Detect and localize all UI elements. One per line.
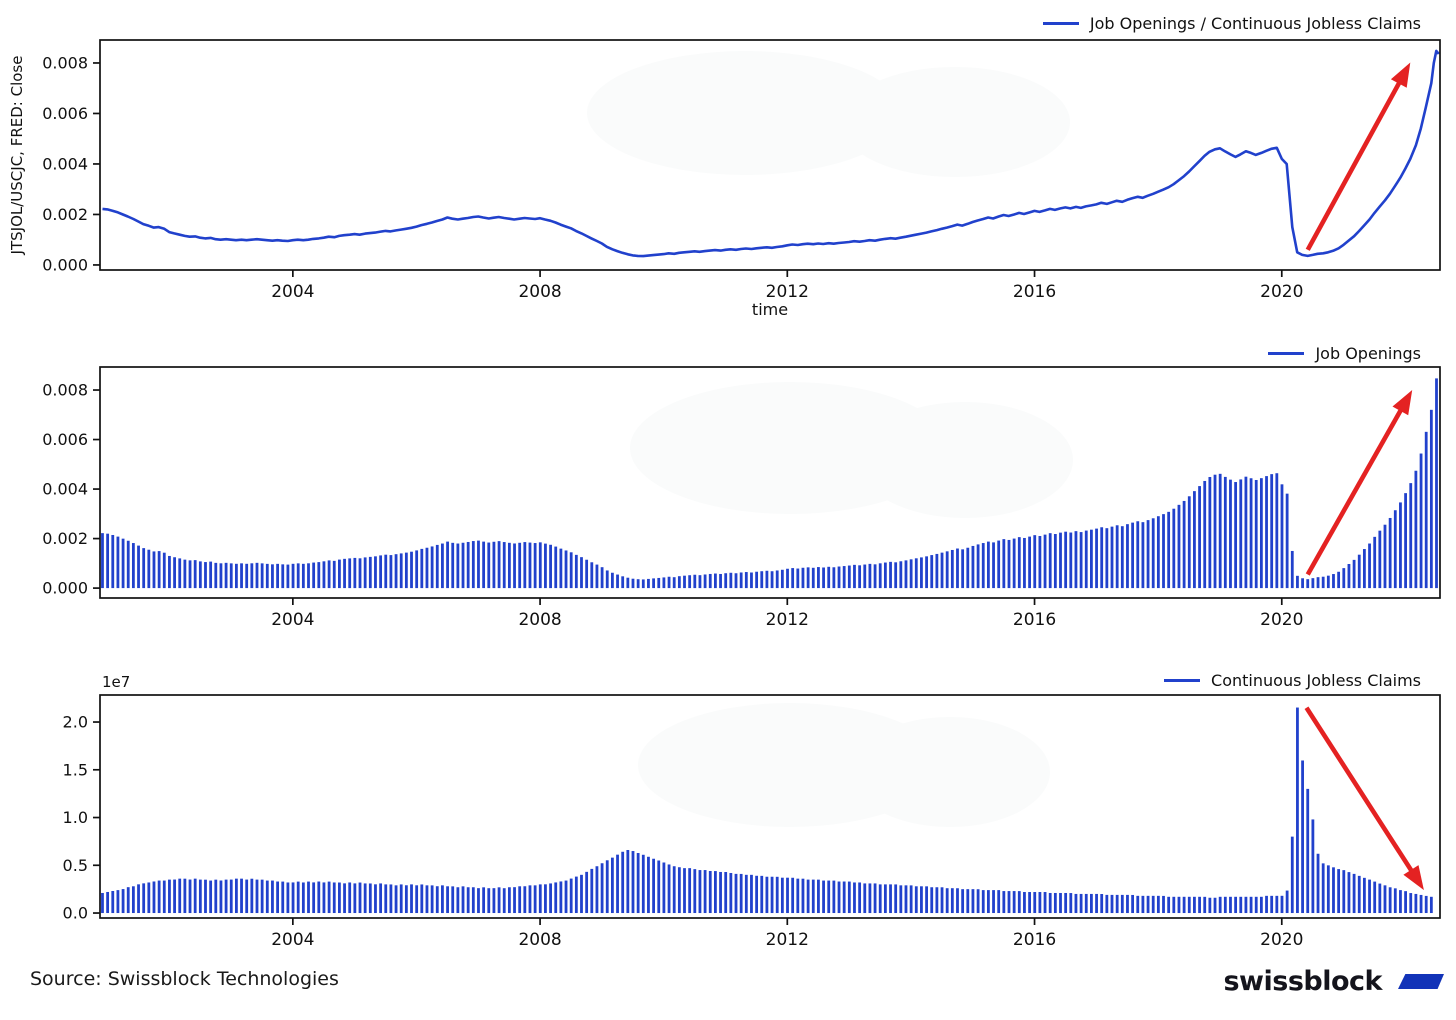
watermark-blob <box>840 67 1070 177</box>
y-tick-label: 0.000 <box>42 579 88 598</box>
legend-label: Job Openings <box>1315 344 1421 363</box>
y-tick-label: 0.004 <box>42 154 88 173</box>
x-tick-label: 2008 <box>518 930 561 950</box>
x-tick-label: 2008 <box>518 282 561 302</box>
y-tick-label: 0.000 <box>42 255 88 274</box>
chart-job-openings-plot: 0.000 0.002 0.004 0.006 0.008 2004 2008 2012 201… <box>42 366 1441 630</box>
x-tick-label: 2020 <box>1260 610 1303 630</box>
chart-ratio-plot: 0.000 0.002 0.004 0.006 0.008 2004 2008 2012 201… <box>8 39 1441 319</box>
x-tick-label: 2004 <box>271 610 314 630</box>
trend-arrow-shaft <box>1304 706 1420 882</box>
x-tick-label: 2012 <box>766 930 809 950</box>
legend-line-swatch <box>1042 22 1079 25</box>
brand-wordmark: swissblock <box>1223 966 1382 997</box>
y-tick-label: 0.5 <box>63 856 88 875</box>
y-tick-label: 0.008 <box>42 381 88 400</box>
x-axis-label: time <box>752 300 788 319</box>
trend-arrow-head <box>1392 390 1413 416</box>
y-tick-label: 0.002 <box>42 529 88 548</box>
brand-lockup: swissblock <box>1223 966 1444 997</box>
x-tick-label: 2016 <box>1013 930 1056 950</box>
y-tick-label: 0.002 <box>42 205 88 224</box>
x-tick-label: 2012 <box>766 610 809 630</box>
y-tick-label: 1.5 <box>63 760 88 779</box>
x-tick-label: 2008 <box>518 610 561 630</box>
trend-arrow-shaft <box>1305 71 1407 251</box>
plot-frame <box>99 694 1441 919</box>
plot-frame <box>99 366 1441 599</box>
brand-logo-mark <box>1398 974 1444 989</box>
trend-arrow-head <box>1390 62 1411 88</box>
series-line <box>102 49 1440 258</box>
axis-offset-label: 1e7 <box>102 673 130 691</box>
y-tick-label: 0.0 <box>63 904 88 923</box>
x-tick-label: 2012 <box>766 282 809 302</box>
legend-line-swatch <box>1268 352 1305 355</box>
watermark-blob <box>857 402 1073 518</box>
legend-ratio: Job Openings / Continuous Jobless Claims <box>1042 14 1421 33</box>
y-tick-label: 0.006 <box>42 430 88 449</box>
watermark-blob <box>850 717 1050 827</box>
x-tick-label: 2020 <box>1260 282 1303 302</box>
trend-arrow-head <box>1403 865 1424 891</box>
series-bars <box>101 707 1433 914</box>
legend-label: Continuous Jobless Claims <box>1211 671 1421 690</box>
trend-arrow-shaft <box>1305 399 1409 576</box>
chart-jobless-claims-plot: 0.0 0.5 1.0 1.5 2.0 2004 2008 2012 2016 2020 1e7 <box>63 673 1441 950</box>
legend-label: Job Openings / Continuous Jobless Claims <box>1089 14 1421 33</box>
source-text: Source: Swissblock Technologies <box>30 968 339 990</box>
legend-line-swatch <box>1164 679 1201 682</box>
y-tick-label: 0.008 <box>42 53 88 72</box>
plot-frame <box>99 39 1441 271</box>
legend-jobless-claims: Continuous Jobless Claims <box>1164 671 1421 690</box>
y-axis-label: JTSJOL/USCJC, FRED: Close <box>8 56 26 256</box>
legend-job-openings: Job Openings <box>1268 344 1421 363</box>
y-tick-label: 2.0 <box>63 713 88 732</box>
y-tick-label: 1.0 <box>63 808 88 827</box>
x-tick-label: 2004 <box>271 282 314 302</box>
x-tick-label: 2016 <box>1013 282 1056 302</box>
y-tick-label: 0.006 <box>42 104 88 123</box>
x-tick-label: 2004 <box>271 930 314 950</box>
x-tick-label: 2016 <box>1013 610 1056 630</box>
watermark-blob <box>587 51 903 175</box>
x-tick-label: 2020 <box>1260 930 1303 950</box>
series-bars <box>101 378 1438 589</box>
y-tick-label: 0.004 <box>42 480 88 499</box>
